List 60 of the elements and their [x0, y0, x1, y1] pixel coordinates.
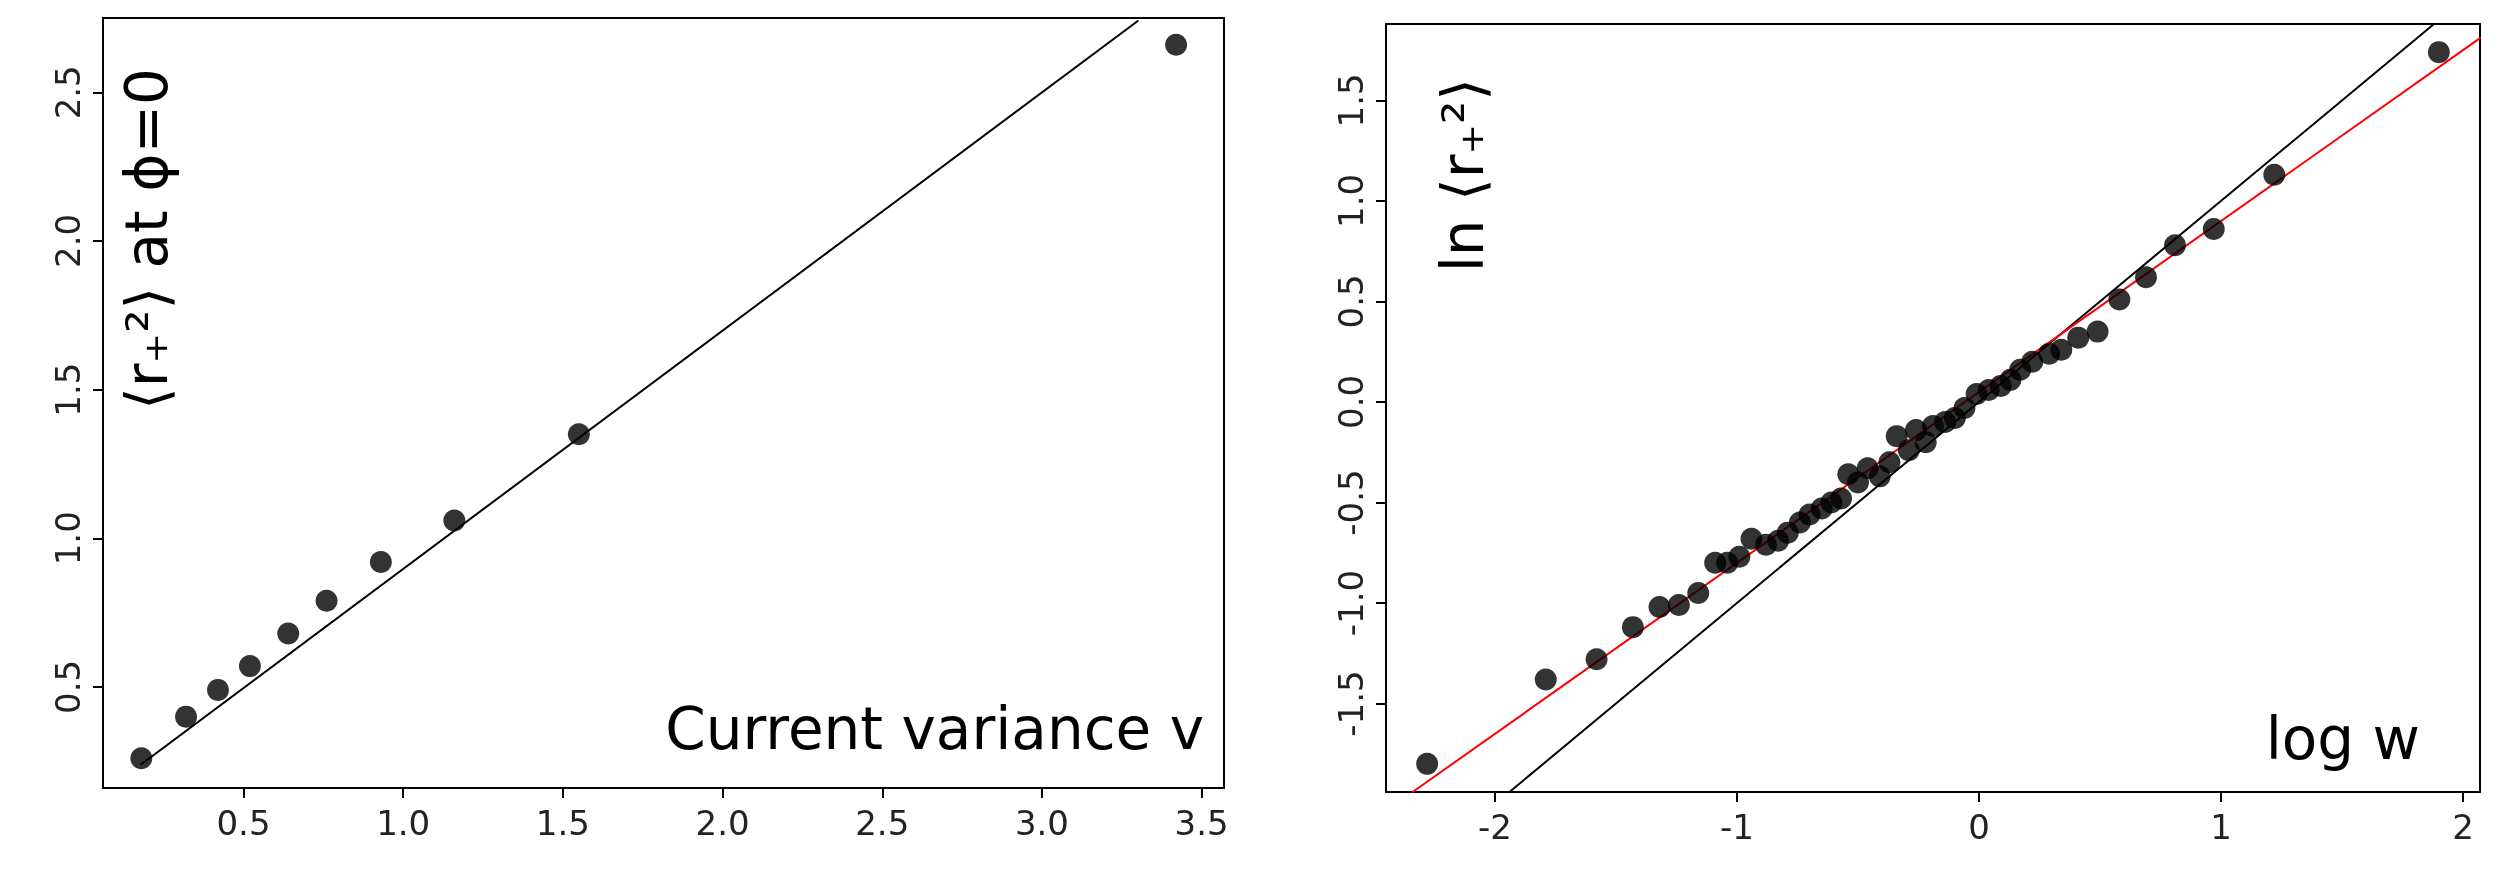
y-tick-label: -1.0: [1331, 569, 1371, 637]
y-tick-label: -1.5: [1331, 670, 1371, 737]
point: [130, 747, 153, 770]
y-tick-label: 0.0: [1331, 374, 1371, 430]
point: [1585, 648, 1608, 671]
x-tick-label: 2: [2452, 807, 2474, 847]
point: [207, 678, 229, 701]
y-tick-label: 1.5: [48, 362, 88, 417]
point: [1621, 616, 1644, 639]
point: [1165, 33, 1188, 56]
y-tick-label: 2.5: [48, 65, 88, 120]
y-axis-title: ln ⟨r₊²⟩: [1429, 78, 1497, 273]
x-tick-label: -2: [1477, 807, 1512, 847]
point: [315, 589, 338, 612]
point: [2164, 234, 2187, 257]
point: [1953, 397, 1976, 419]
y-axis-title: ⟨r₊²⟩ at ϕ=0: [113, 67, 181, 410]
point: [1416, 752, 1439, 775]
x-tick-label: 0.5: [216, 803, 271, 843]
x-tick-label: 2.5: [855, 803, 910, 843]
point: [1667, 594, 1690, 617]
x-tick-label: 0: [1968, 807, 1990, 847]
point: [238, 655, 261, 678]
point: [1648, 596, 1671, 619]
point: [2263, 163, 2286, 186]
y-tick-label: 1.0: [48, 511, 88, 566]
point: [1897, 439, 1920, 462]
x-tick-label: -1: [1720, 807, 1754, 847]
y-tick-label: 2.0: [48, 213, 88, 269]
x-tick-label: 3.0: [1014, 803, 1069, 843]
x-tick-label: 1.0: [376, 803, 431, 843]
point: [443, 509, 466, 532]
y-tick-label: -0.5: [1331, 469, 1371, 536]
point: [2086, 320, 2109, 343]
point: [1534, 668, 1557, 691]
point: [2108, 288, 2131, 311]
point: [2135, 266, 2157, 289]
x-axis-title: Current variance v: [665, 695, 1205, 763]
point: [277, 622, 300, 645]
point: [2021, 350, 2044, 373]
point: [2067, 326, 2090, 349]
point: [369, 551, 392, 574]
y-tick-label: 1.5: [1331, 73, 1371, 128]
x-tick-label: 3.5: [1174, 803, 1229, 843]
x-axis-title: log w: [2265, 705, 2421, 773]
point: [175, 705, 198, 728]
point: [1728, 545, 1751, 568]
point: [1878, 451, 1901, 474]
point: [1687, 581, 1710, 604]
point: [2427, 41, 2450, 64]
x-tick-label: 1.5: [535, 803, 590, 843]
x-tick-label: 1: [2210, 807, 2232, 847]
y-tick-label: 1.0: [1331, 173, 1371, 228]
y-tick-label: 0.5: [48, 659, 88, 714]
point: [1830, 487, 1853, 510]
point: [2050, 338, 2073, 361]
point: [2202, 218, 2225, 241]
point: [567, 423, 590, 446]
x-tick-label: 2.0: [695, 803, 750, 843]
y-tick-label: 0.5: [1331, 274, 1371, 329]
